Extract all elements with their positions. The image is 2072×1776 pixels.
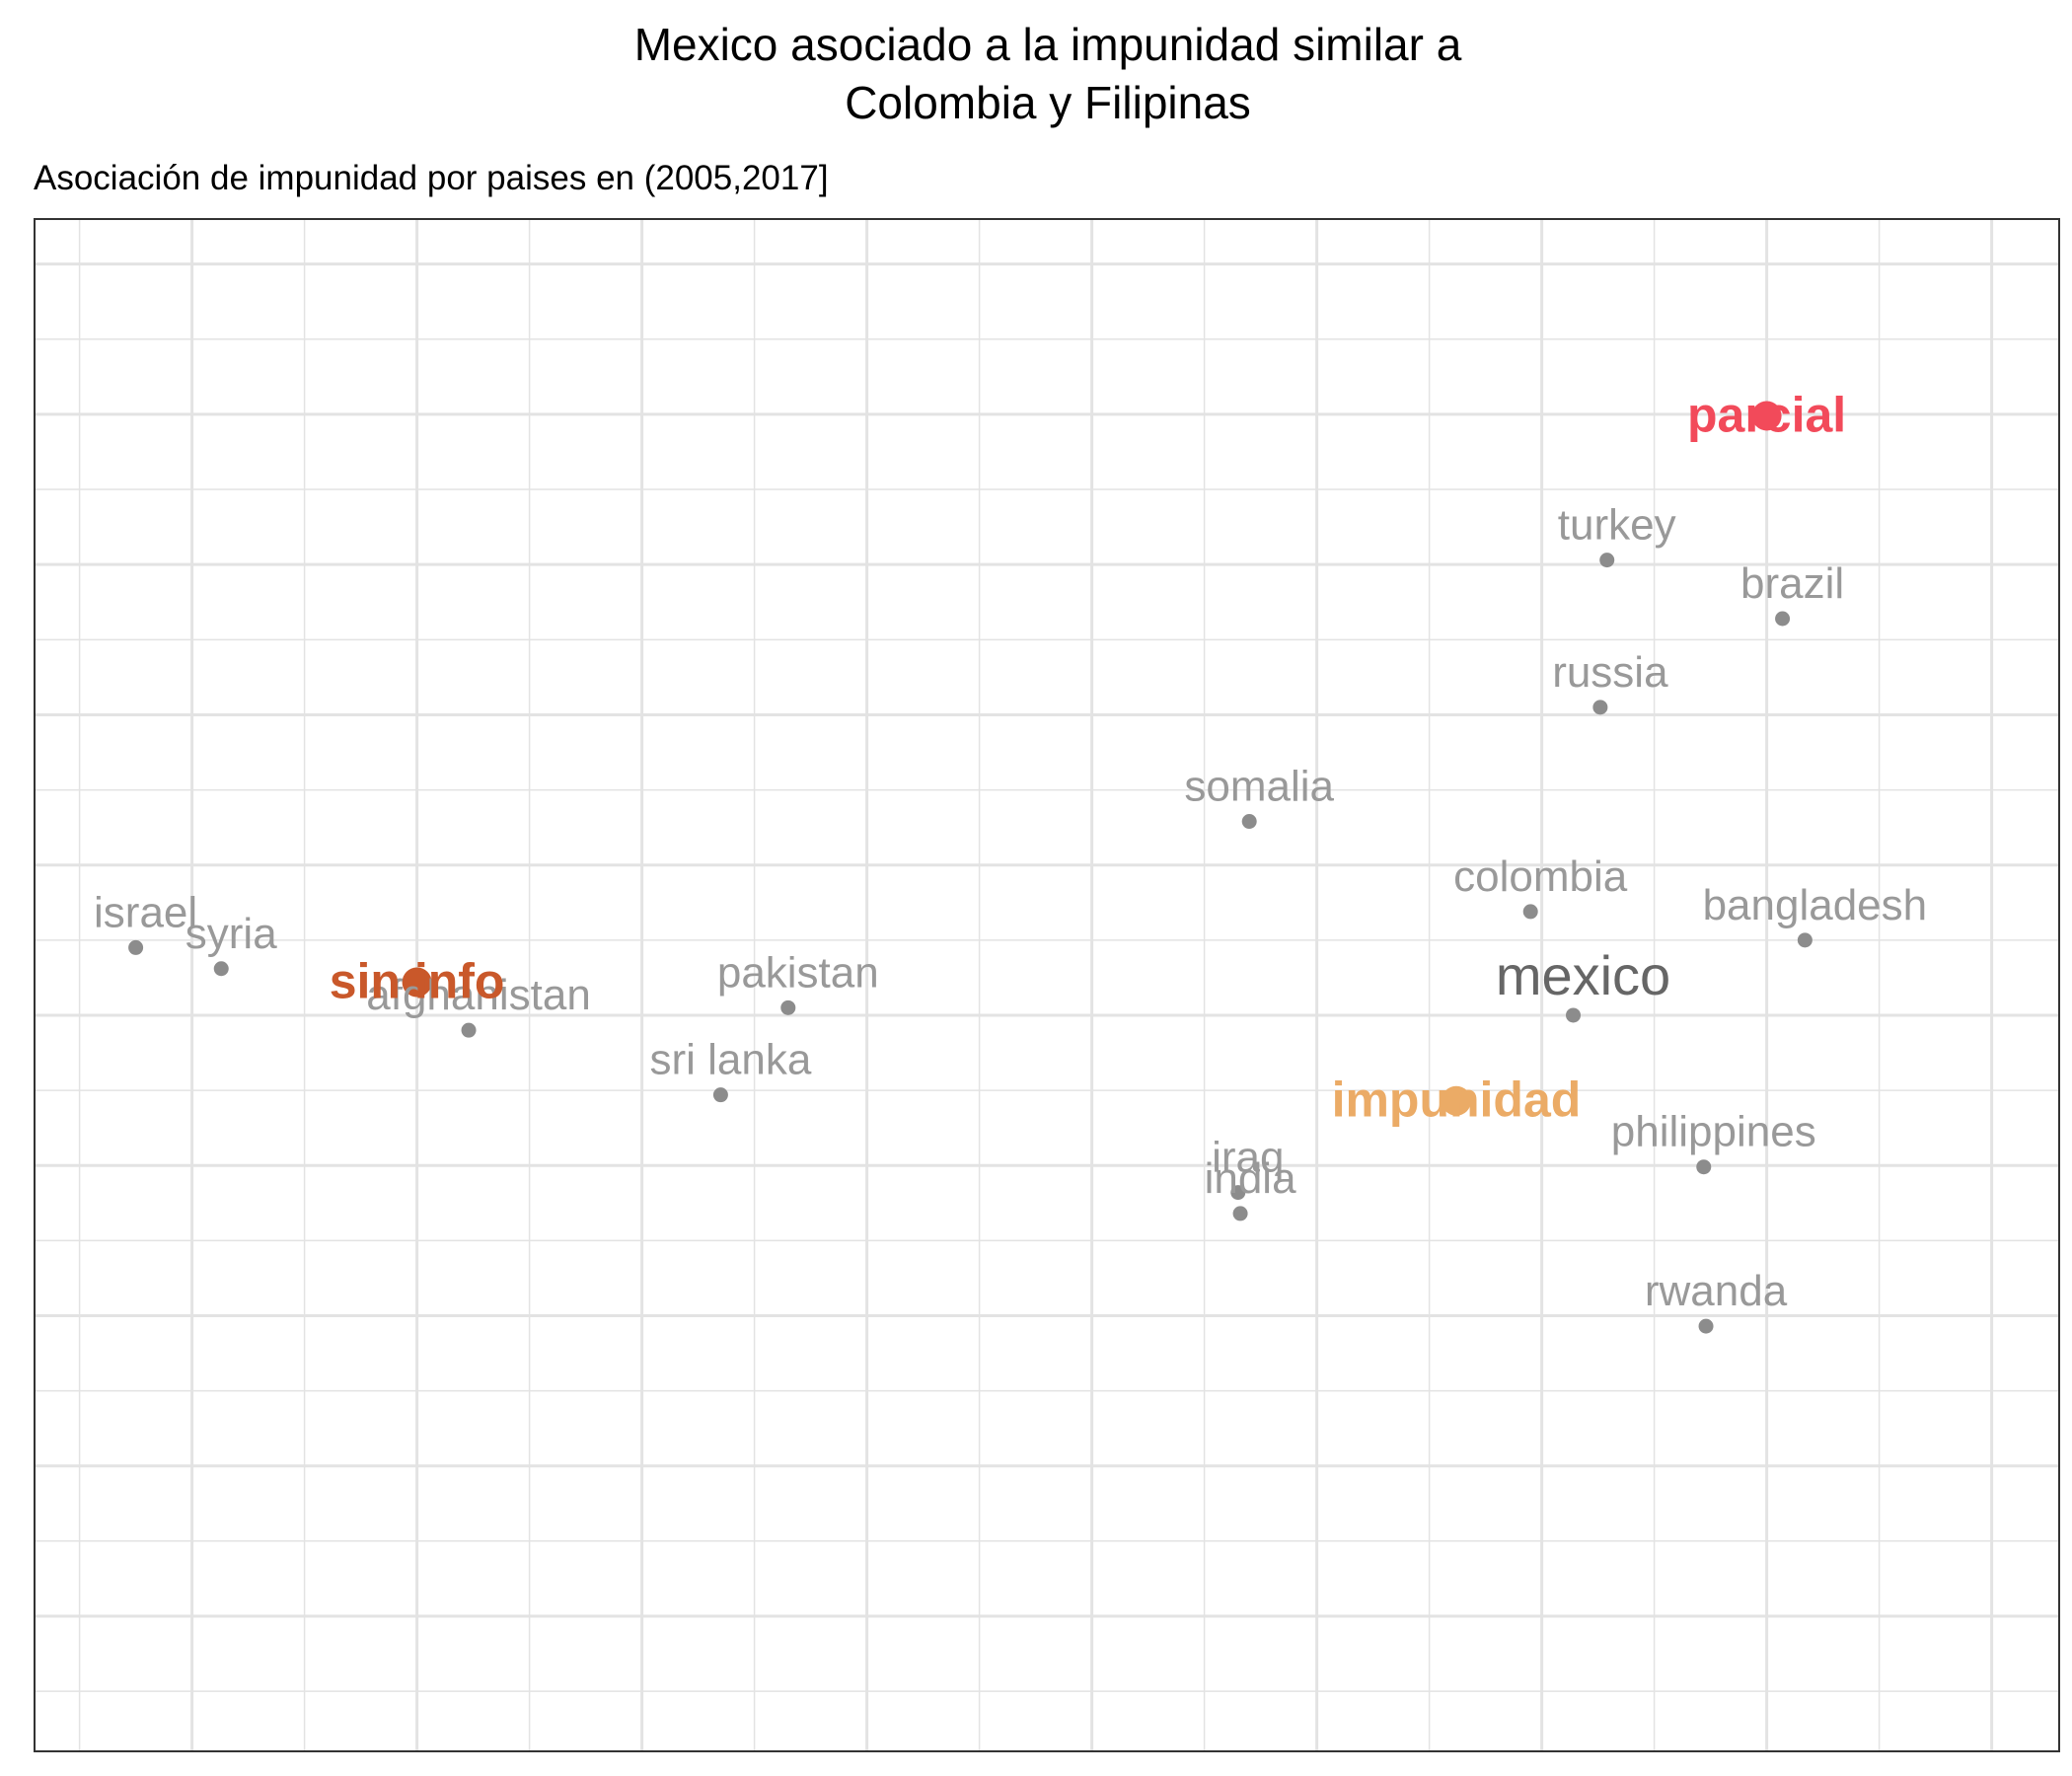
- label-afghanistan: afghanistan: [366, 971, 591, 1019]
- category-point-parcial: [1751, 401, 1782, 431]
- point-india: [1232, 1206, 1248, 1221]
- point-turkey: [1599, 553, 1615, 568]
- category-point-impunidad: [1441, 1085, 1471, 1116]
- point-mexico: [1566, 1007, 1582, 1023]
- point-brazil: [1775, 611, 1791, 627]
- point-rwanda: [1698, 1318, 1714, 1334]
- label-syria: syria: [185, 910, 277, 958]
- label-brazil: brazil: [1740, 559, 1844, 608]
- plot-gridlines: [35, 219, 2059, 1751]
- label-somalia: somalia: [1184, 763, 1334, 811]
- label-philippines: philippines: [1611, 1108, 1816, 1156]
- label-india: india: [1205, 1154, 1296, 1203]
- label-pakistan: pakistan: [717, 948, 879, 997]
- plot-panel-border: [34, 218, 2060, 1752]
- label-colombia: colombia: [1453, 852, 1628, 901]
- label-turkey: turkey: [1558, 501, 1676, 550]
- category-point-sin-impunidad: [2009, 123, 2038, 153]
- chart-title-line-1: Mexico asociado a la impunidad similar a: [634, 19, 1462, 70]
- point-israel: [128, 939, 144, 955]
- point-pakistan: [780, 999, 796, 1015]
- label-rwanda: rwanda: [1645, 1267, 1788, 1315]
- plot-panel-background: [35, 219, 2059, 1751]
- category-label-sin-info: sin info: [330, 953, 505, 1008]
- point-colombia: [1522, 904, 1538, 920]
- category-label-sin-impunidad: sin impunidad: [1856, 110, 2072, 165]
- point-sri-lanka: [712, 1087, 728, 1103]
- label-israel: israel: [94, 888, 197, 936]
- category-label-impunidad: impunidad: [1332, 1073, 1582, 1128]
- point-iraq: [1230, 1185, 1246, 1201]
- plot-points: [128, 123, 2038, 1334]
- category-point-sin-info: [402, 967, 432, 998]
- label-mexico: mexico: [1496, 944, 1670, 1006]
- point-afghanistan: [461, 1022, 477, 1038]
- point-russia: [1592, 700, 1608, 715]
- chart-title-line-2: Colombia y Filipinas: [845, 77, 1251, 128]
- category-label-parcial: parcial: [1687, 387, 1846, 442]
- point-bangladesh: [1797, 932, 1813, 948]
- point-somalia: [1241, 814, 1257, 830]
- label-russia: russia: [1552, 648, 1668, 697]
- chart-subtitle: Asociación de impunidad por paises en (2…: [34, 159, 829, 197]
- label-bangladesh: bangladesh: [1703, 881, 1928, 929]
- point-syria: [213, 961, 229, 977]
- label-iraq: iraq: [1212, 1134, 1284, 1182]
- point-philippines: [1696, 1159, 1712, 1175]
- label-sri-lanka: sri lanka: [649, 1036, 811, 1084]
